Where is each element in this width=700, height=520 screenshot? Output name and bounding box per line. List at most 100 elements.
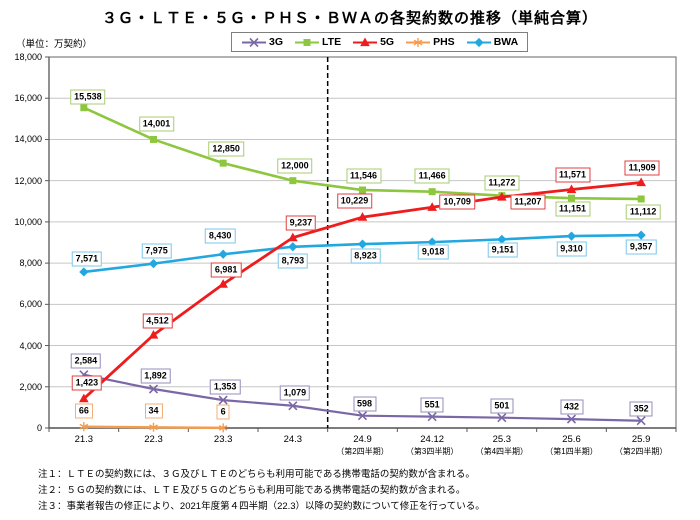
footnote-3: 注３：事業者報告の修正により、2021年度第４四半期（22.3）以降の契約数につ… xyxy=(38,501,485,512)
marker-3g xyxy=(288,401,298,411)
data-label-lte: 15,538 xyxy=(70,89,106,105)
legend-marker-bwa-icon xyxy=(466,37,491,47)
y-tick-label: 6,000 xyxy=(19,299,42,310)
legend-label-3g: 3G xyxy=(269,36,284,48)
data-label-phs: 6 xyxy=(216,404,230,420)
x-tick-label-period: 24.12 xyxy=(420,434,445,445)
legend-label-bwa: BWA xyxy=(493,36,519,48)
y-tick-label: 8,000 xyxy=(19,258,42,269)
x-tick-label: 21.3 xyxy=(75,434,94,445)
marker-bwa xyxy=(566,231,577,241)
y-tick-label: 2,000 xyxy=(19,381,42,392)
data-label-lte: 11,112 xyxy=(625,204,661,220)
data-label-5g: 6,981 xyxy=(210,262,242,278)
data-label-bwa: 7,571 xyxy=(71,251,103,267)
legend-marker-phs-icon xyxy=(406,37,431,47)
data-label-5g: 10,709 xyxy=(439,194,475,210)
x-tick-label: 24.9 （第2四半期） xyxy=(336,434,388,457)
marker-3g xyxy=(357,411,368,421)
x-tick-label-quarter: （第1四半期） xyxy=(545,447,598,456)
x-tick-label: 23.3 xyxy=(214,434,233,445)
marker-3g xyxy=(427,412,437,422)
legend-item-5g: 5G xyxy=(352,36,394,48)
legend-item-lte: LTE xyxy=(294,36,341,48)
legend-marker-lte xyxy=(303,38,311,46)
data-label-5g: 11,207 xyxy=(510,194,546,210)
legend-marker-3g-icon xyxy=(242,37,266,47)
x-tick-label-period: 25.3 xyxy=(492,434,512,445)
marker-5g xyxy=(427,202,437,211)
marker-5g xyxy=(566,184,577,194)
marker-bwa xyxy=(357,239,368,249)
legend-label-lte: LTE xyxy=(322,36,342,48)
footnote-1: 注１：ＬＴＥの契約数には、３Ｇ及びＬＴＥのどちらも利用可能である携帯電話の契約数… xyxy=(38,469,475,480)
y-tick-label: 14,000 xyxy=(14,134,42,145)
legend-marker-lte-icon xyxy=(295,38,320,46)
x-tick-label-quarter: （第4四半期） xyxy=(475,447,529,456)
data-label-5g: 1,423 xyxy=(71,375,103,391)
marker-5g xyxy=(79,393,89,403)
x-tick-label-period: 25.9 xyxy=(631,434,651,445)
marker-lte xyxy=(80,104,88,112)
x-tick-label: 24.12 （第3四半期） xyxy=(406,434,458,457)
x-tick-label-period: 23.3 xyxy=(213,434,233,445)
data-label-phs: 66 xyxy=(74,403,93,419)
marker-bwa xyxy=(427,237,437,247)
data-label-5g: 4,512 xyxy=(142,313,173,329)
data-label-lte: 12,850 xyxy=(208,141,244,157)
marker-lte xyxy=(637,195,645,203)
marker-5g xyxy=(357,212,368,221)
data-label-3g: 1,353 xyxy=(209,379,241,395)
marker-lte xyxy=(428,188,436,196)
marker-5g xyxy=(636,177,646,187)
marker-3g xyxy=(497,413,507,423)
data-label-5g: 9,237 xyxy=(285,215,317,231)
marker-5g xyxy=(288,232,298,242)
footnote-2: 注２：５Ｇの契約数には、ＬＴＥ及び５Ｇのどちらも利用可能である携帯電話の契約数が… xyxy=(38,485,466,496)
marker-3g xyxy=(148,384,159,394)
data-label-3g: 2,584 xyxy=(70,353,102,369)
data-label-bwa: 9,357 xyxy=(625,239,657,255)
legend-item-phs: PHS xyxy=(405,36,455,48)
unit-label: （単位：万契約） xyxy=(16,39,93,50)
y-tick-label: 18,000 xyxy=(14,52,42,62)
data-label-bwa: 7,975 xyxy=(141,243,172,259)
y-tick-label: 0 xyxy=(36,423,42,433)
data-label-3g: 501 xyxy=(490,398,514,414)
x-tick-label: 22.3 xyxy=(144,434,163,445)
x-tick-label: 25.6 （第1四半期） xyxy=(545,434,597,457)
legend-label-5g: 5G xyxy=(380,36,395,48)
marker-lte xyxy=(289,177,297,185)
legend-marker-3g xyxy=(249,37,259,47)
data-label-3g: 432 xyxy=(559,399,584,415)
marker-bwa xyxy=(288,242,298,252)
legend-marker-5g-icon xyxy=(353,37,378,46)
y-tick-label: 4,000 xyxy=(19,340,42,351)
legend-marker-bwa xyxy=(474,37,484,47)
legend: 3G LTE 5G PHS BWA xyxy=(231,32,529,52)
x-tick-label-quarter: （第2四半期） xyxy=(336,447,389,456)
data-label-bwa: 8,793 xyxy=(277,253,309,269)
data-label-bwa: 8,923 xyxy=(350,248,381,264)
data-label-3g: 352 xyxy=(629,401,653,417)
footnotes: 注１：ＬＴＥの契約数には、３Ｇ及びＬＴＥのどちらも利用可能である携帯電話の契約数… xyxy=(38,467,485,515)
x-tick-label-quarter: （第2四半期） xyxy=(614,447,668,456)
marker-lte xyxy=(150,135,157,143)
x-tick-label-period: 25.6 xyxy=(562,434,581,445)
data-label-5g: 10,229 xyxy=(336,193,373,209)
x-tick-label: 25.3 （第4四半期） xyxy=(476,434,528,457)
x-tick-label-period: 24.9 xyxy=(353,434,372,445)
data-label-lte: 11,466 xyxy=(414,168,450,184)
x-tick-label: 24.3 xyxy=(284,434,303,445)
marker-bwa xyxy=(636,230,646,240)
y-tick-label: 16,000 xyxy=(14,93,42,104)
legend-marker-phs xyxy=(413,37,423,47)
data-label-3g: 598 xyxy=(352,396,377,412)
marker-5g xyxy=(148,330,159,339)
data-label-lte: 11,151 xyxy=(554,201,591,217)
marker-phs xyxy=(218,423,228,433)
marker-5g xyxy=(218,279,228,288)
data-label-lte: 11,546 xyxy=(345,168,382,184)
marker-lte xyxy=(219,159,227,167)
